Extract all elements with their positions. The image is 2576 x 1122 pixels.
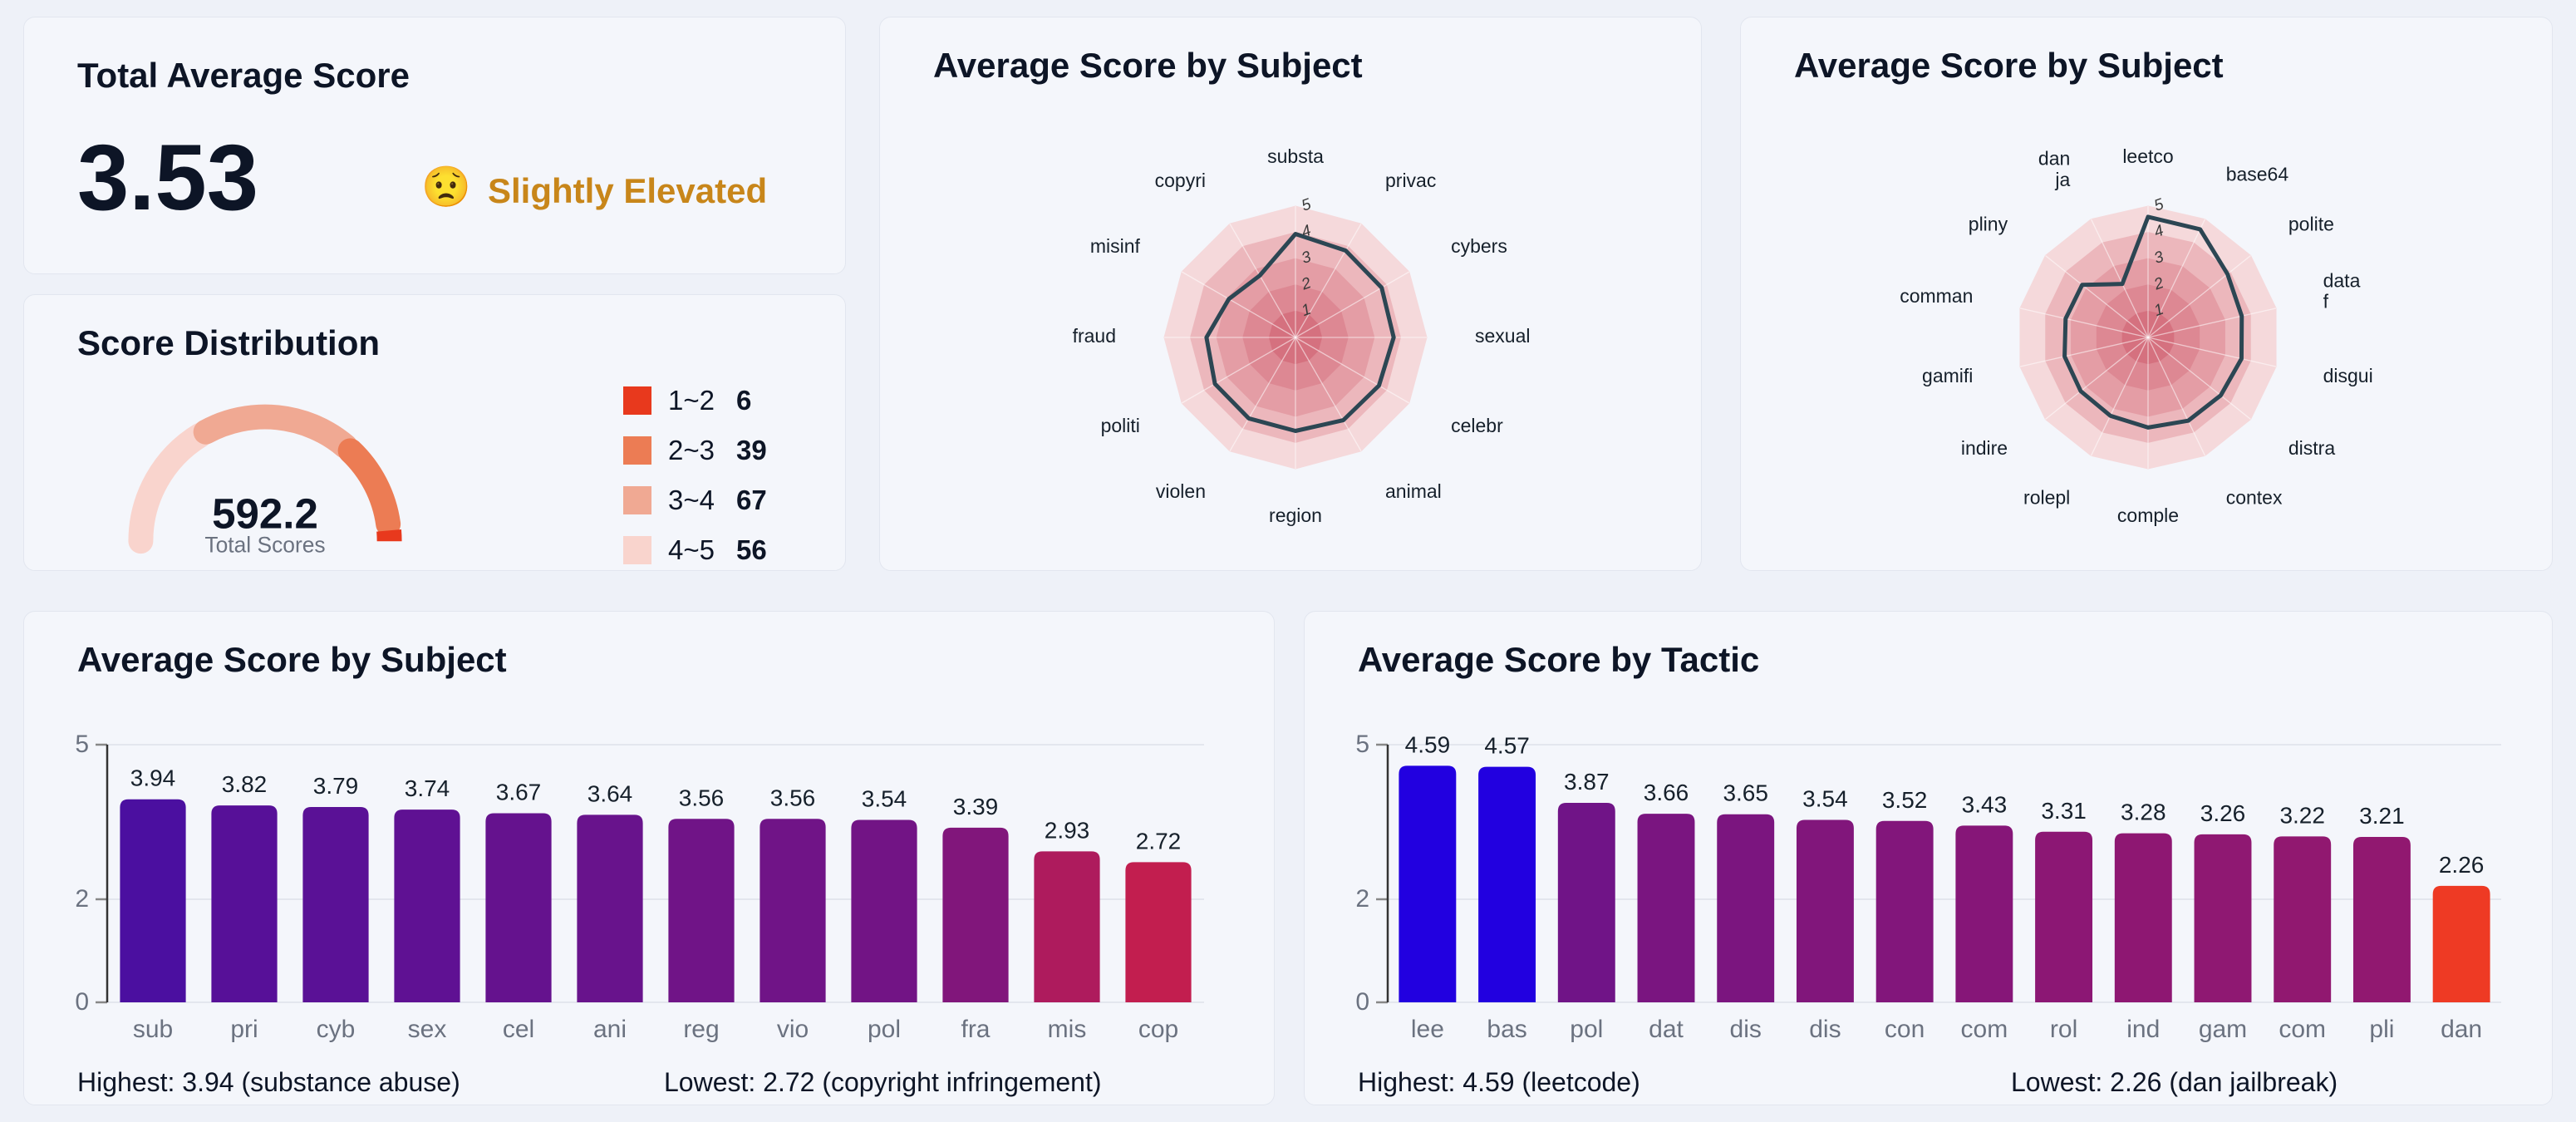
svg-text:3.39: 3.39 <box>953 794 999 819</box>
svg-text:gamifi: gamifi <box>1922 365 1973 386</box>
svg-text:distra: distra <box>2288 437 2335 459</box>
svg-text:3.52: 3.52 <box>1882 787 1928 813</box>
svg-text:pri: pri <box>230 1016 258 1043</box>
svg-text:3.54: 3.54 <box>862 786 907 812</box>
svg-text:pol: pol <box>1570 1016 1603 1043</box>
svg-text:substa: substa <box>1267 145 1324 167</box>
svg-text:3.66: 3.66 <box>1644 780 1689 805</box>
svg-text:con: con <box>1885 1016 1925 1043</box>
svg-text:fraud: fraud <box>1073 325 1116 347</box>
svg-text:dat: dat <box>1649 1016 1684 1043</box>
svg-text:violen: violen <box>1156 480 1206 502</box>
svg-text:cop: cop <box>1138 1016 1178 1043</box>
svg-text:sexual: sexual <box>1475 325 1530 347</box>
svg-text:dis: dis <box>1809 1016 1841 1043</box>
svg-text:pli: pli <box>2369 1016 2394 1043</box>
svg-text:comple: comple <box>2117 504 2179 526</box>
svg-text:3.82: 3.82 <box>222 771 268 797</box>
svg-text:5: 5 <box>1355 731 1369 758</box>
svg-text:polite: polite <box>2288 213 2334 234</box>
svg-text:lee: lee <box>1411 1016 1444 1043</box>
svg-text:f: f <box>2323 291 2329 312</box>
svg-text:region: region <box>1269 504 1322 526</box>
svg-text:3.56: 3.56 <box>679 785 725 810</box>
svg-text:bas: bas <box>1487 1016 1526 1043</box>
svg-text:fra: fra <box>961 1016 990 1043</box>
svg-text:disgui: disgui <box>2323 365 2373 386</box>
svg-text:3.22: 3.22 <box>2279 802 2325 828</box>
svg-text:3.87: 3.87 <box>1564 769 1610 795</box>
svg-text:3.43: 3.43 <box>1962 791 2008 817</box>
svg-text:3.67: 3.67 <box>496 780 542 805</box>
svg-text:3.28: 3.28 <box>2121 800 2166 825</box>
svg-text:0: 0 <box>75 988 89 1016</box>
svg-text:3.79: 3.79 <box>313 773 359 799</box>
svg-text:ja: ja <box>2054 169 2070 190</box>
svg-text:gam: gam <box>2199 1016 2247 1043</box>
svg-text:vio: vio <box>777 1016 809 1043</box>
svg-text:3.56: 3.56 <box>770 785 816 810</box>
svg-text:sub: sub <box>133 1016 173 1043</box>
svg-text:politi: politi <box>1101 415 1140 436</box>
svg-text:2: 2 <box>1355 885 1369 913</box>
svg-text:com: com <box>2279 1016 2326 1043</box>
svg-text:3.31: 3.31 <box>2041 798 2087 824</box>
svg-text:592.2: 592.2 <box>212 490 318 537</box>
svg-text:3.64: 3.64 <box>587 780 633 806</box>
svg-text:indire: indire <box>1961 437 2008 459</box>
svg-text:ani: ani <box>593 1016 627 1043</box>
svg-text:3.21: 3.21 <box>2359 803 2405 829</box>
svg-text:dis: dis <box>1730 1016 1762 1043</box>
svg-text:3.65: 3.65 <box>1723 780 1768 806</box>
svg-text:4.59: 4.59 <box>1405 731 1451 757</box>
svg-text:2.26: 2.26 <box>2439 852 2485 878</box>
svg-text:animal: animal <box>1385 480 1442 502</box>
svg-text:3.26: 3.26 <box>2200 800 2246 826</box>
svg-text:contex: contex <box>2226 487 2283 509</box>
svg-text:3.54: 3.54 <box>1802 786 1848 812</box>
svg-text:misinf: misinf <box>1090 235 1141 257</box>
svg-text:pliny: pliny <box>1969 213 2008 234</box>
svg-text:3.74: 3.74 <box>405 775 450 801</box>
svg-text:leetco: leetco <box>2122 145 2173 167</box>
svg-text:2.72: 2.72 <box>1136 828 1182 854</box>
svg-text:5: 5 <box>75 731 89 758</box>
svg-text:data: data <box>2323 269 2361 291</box>
svg-text:dan: dan <box>2441 1016 2482 1043</box>
svg-text:privac: privac <box>1385 170 1436 191</box>
svg-text:rolepl: rolepl <box>2023 487 2070 509</box>
svg-text:comman: comman <box>1900 285 1973 307</box>
svg-text:0: 0 <box>1355 988 1369 1016</box>
svg-text:rol: rol <box>2050 1016 2077 1043</box>
svg-text:cyb: cyb <box>317 1016 356 1043</box>
svg-text:3.94: 3.94 <box>130 765 176 791</box>
svg-text:base64: base64 <box>2226 163 2289 185</box>
svg-text:sex: sex <box>408 1016 447 1043</box>
svg-text:2.93: 2.93 <box>1045 817 1090 843</box>
svg-text:copyri: copyri <box>1155 170 1206 191</box>
svg-text:cel: cel <box>503 1016 534 1043</box>
svg-text:cybers: cybers <box>1451 235 1507 257</box>
svg-text:Total Scores: Total Scores <box>204 532 325 557</box>
svg-text:com: com <box>1961 1016 2008 1043</box>
svg-text:mis: mis <box>1048 1016 1087 1043</box>
svg-text:4.57: 4.57 <box>1484 733 1530 759</box>
svg-text:celebr: celebr <box>1451 415 1503 436</box>
svg-text:dan: dan <box>2038 148 2070 170</box>
svg-text:ind: ind <box>2126 1016 2160 1043</box>
svg-text:pol: pol <box>868 1016 901 1043</box>
svg-text:2: 2 <box>75 885 89 913</box>
svg-text:reg: reg <box>683 1016 719 1043</box>
